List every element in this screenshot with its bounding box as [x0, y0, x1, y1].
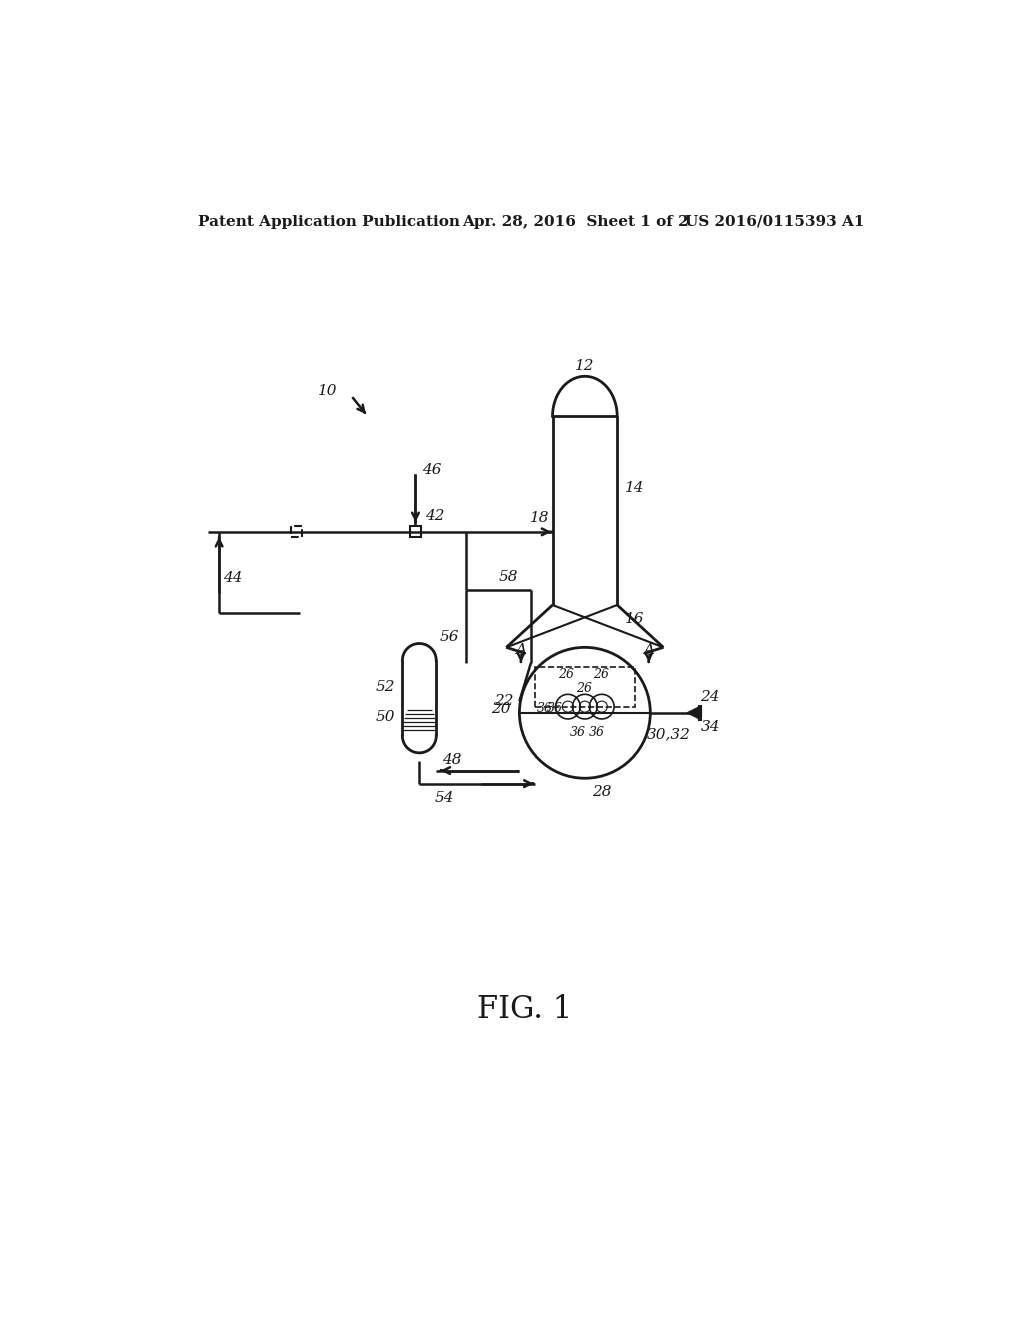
Text: 34: 34 [700, 719, 720, 734]
Text: 26: 26 [593, 668, 608, 681]
Text: Apr. 28, 2016  Sheet 1 of 2: Apr. 28, 2016 Sheet 1 of 2 [462, 215, 688, 228]
Text: 12: 12 [575, 359, 595, 372]
Text: 24: 24 [700, 690, 720, 705]
Text: 52: 52 [375, 680, 394, 693]
Bar [291, 527, 301, 537]
Text: 44: 44 [223, 572, 243, 585]
Text: 18: 18 [530, 511, 550, 525]
Text: 26: 26 [558, 668, 573, 681]
Polygon shape [687, 706, 699, 719]
Text: 36: 36 [589, 726, 605, 739]
Text: 36: 36 [569, 726, 586, 739]
Text: 20: 20 [490, 702, 510, 715]
Text: 30,32: 30,32 [646, 727, 690, 742]
Text: 22: 22 [494, 694, 513, 709]
Text: 56: 56 [440, 631, 460, 644]
Text: 50: 50 [375, 710, 394, 723]
Text: 36: 36 [547, 702, 562, 714]
Text: 16: 16 [625, 612, 644, 626]
Text: 14: 14 [625, 480, 644, 495]
Text: 10: 10 [317, 384, 337, 397]
Text: 28: 28 [593, 785, 612, 799]
Text: US 2016/0115393 A1: US 2016/0115393 A1 [685, 215, 864, 228]
Text: 26: 26 [575, 681, 592, 694]
Text: 42: 42 [425, 510, 444, 524]
Bar [410, 527, 421, 537]
Bar [535, 667, 635, 706]
Text: A: A [515, 643, 526, 656]
Text: 46: 46 [422, 463, 441, 478]
Text: 48: 48 [442, 752, 462, 767]
Text: A: A [643, 643, 654, 656]
Text: FIG. 1: FIG. 1 [477, 994, 572, 1024]
Text: 54: 54 [435, 791, 455, 804]
Text: 58: 58 [499, 570, 518, 585]
Text: 36: 36 [537, 702, 553, 714]
Text: Patent Application Publication: Patent Application Publication [199, 215, 461, 228]
